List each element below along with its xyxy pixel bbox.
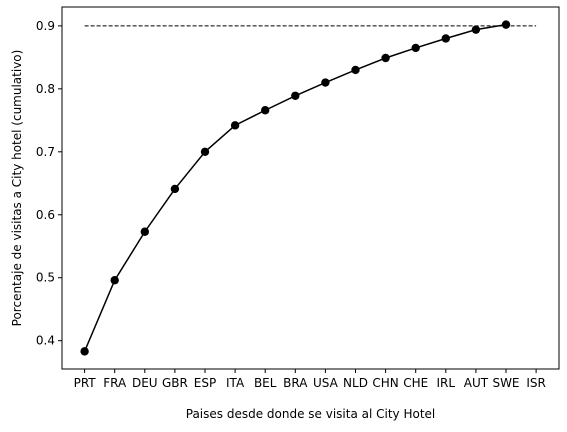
y-tick-label: 0.9 xyxy=(36,19,55,33)
data-point-fra xyxy=(110,276,119,285)
x-tick-label: DEU xyxy=(132,376,158,390)
data-point-bel xyxy=(261,106,270,115)
x-tick-label: CHE xyxy=(403,376,428,390)
x-tick-label: USA xyxy=(313,376,339,390)
data-point-aut xyxy=(471,25,481,34)
x-axis-label: Paises desde donde se visita al City Hot… xyxy=(186,407,436,421)
data-point-prt xyxy=(80,347,89,356)
y-tick-label: 0.6 xyxy=(36,208,55,222)
data-point-nld xyxy=(351,65,360,75)
data-point-bra xyxy=(291,91,300,100)
y-tick-label: 0.7 xyxy=(36,145,55,159)
data-point-che xyxy=(411,43,420,53)
x-tick-label: PRT xyxy=(74,376,97,390)
x-tick-label: ESP xyxy=(194,376,216,390)
x-tick-label: FRA xyxy=(103,376,127,390)
x-tick-label: AUT xyxy=(464,376,489,390)
data-point-ita xyxy=(230,121,240,130)
y-axis-ticks: 0.4 0.5 0.6 0.7 0.8 0.9 xyxy=(36,19,62,348)
x-tick-label: SWE xyxy=(492,376,519,390)
x-tick-label: IRL xyxy=(437,376,456,390)
y-tick-label: 0.8 xyxy=(36,82,55,96)
data-point-deu xyxy=(140,227,149,236)
x-tick-label: BRA xyxy=(283,376,308,390)
x-tick-label: GBR xyxy=(162,376,188,390)
x-tick-label: ISR xyxy=(526,376,546,390)
data-point-usa xyxy=(321,78,330,87)
x-tick-label: BEL xyxy=(254,376,277,390)
data-point-esp xyxy=(200,147,210,156)
x-tick-label: CHN xyxy=(372,376,398,390)
plot-frame xyxy=(61,6,560,370)
y-tick-label: 0.5 xyxy=(36,271,55,285)
data-point-chn xyxy=(381,53,390,63)
x-tick-label: ITA xyxy=(226,376,245,390)
data-point-swe xyxy=(501,20,511,29)
x-axis-ticks: PRT FRA DEU GBR ESP ITA BEL BRA USA NLD CHN CHE IRL A… xyxy=(74,369,546,390)
data-point-irl xyxy=(441,34,450,43)
x-tick-label: NLD xyxy=(343,376,368,390)
y-tick-label: 0.4 xyxy=(36,334,55,348)
data-point-gbr xyxy=(170,184,180,194)
plot-layer xyxy=(80,20,537,356)
y-axis-label: Porcentaje de visitas a City hotel (cumu… xyxy=(10,50,24,327)
